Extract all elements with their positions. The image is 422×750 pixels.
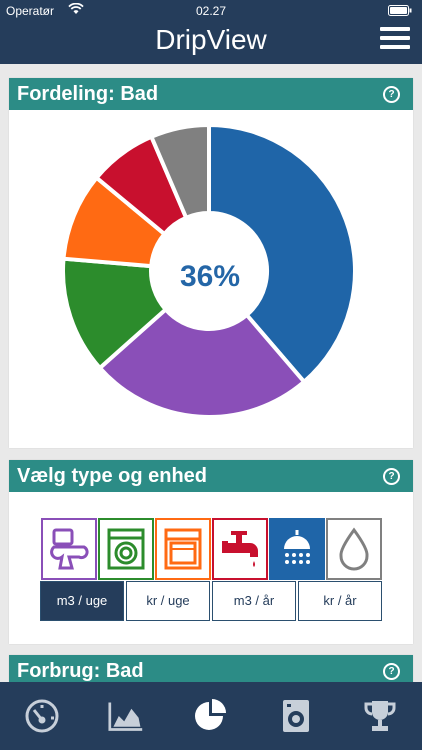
shower-icon <box>284 530 310 564</box>
type-unit-card-header: Vælg type og enhed ? <box>9 460 413 492</box>
carrier-label: Operatør <box>6 4 55 18</box>
distribution-title: Fordeling: Bad <box>17 83 159 105</box>
consumption-card-header: Forbrug: Bad ? <box>9 655 413 687</box>
help-icon[interactable]: ? <box>383 663 400 680</box>
unit-selector: m3 / uge kr / uge m3 / år kr / år <box>40 581 382 621</box>
type-dishwasher[interactable] <box>155 518 211 580</box>
unit-button-kr-week[interactable]: kr / uge <box>126 581 210 621</box>
unit-button-kr-year[interactable]: kr / år <box>298 581 382 621</box>
donut-segment[interactable] <box>148 122 211 221</box>
type-shower[interactable] <box>269 518 325 580</box>
donut-segment[interactable] <box>207 122 357 385</box>
battery-icon <box>388 5 412 16</box>
faucet-icon <box>222 531 258 567</box>
wifi-icon <box>68 3 84 14</box>
type-unit-card: Vælg type og enhed ? <box>9 460 413 644</box>
consumption-title: Forbrug: Bad <box>17 660 144 682</box>
gauge-icon <box>25 699 59 733</box>
help-icon[interactable]: ? <box>383 86 400 103</box>
clock: 02.27 <box>195 4 227 18</box>
menu-button[interactable] <box>380 27 410 55</box>
pie-chart-icon <box>195 699 226 730</box>
help-icon[interactable]: ? <box>383 468 400 485</box>
distribution-card-header: Fordeling: Bad ? <box>9 78 413 110</box>
donut-center-label: 36% <box>179 260 241 293</box>
tab-bar <box>0 682 422 750</box>
type-water[interactable] <box>326 518 382 580</box>
hamburger-icon <box>380 27 410 31</box>
water-drop-icon <box>339 527 369 571</box>
type-selector <box>41 518 382 580</box>
tab-washing-machine[interactable] <box>278 698 314 734</box>
type-unit-title: Vælg type og enhed <box>17 465 208 487</box>
unit-button-m3-week[interactable]: m3 / uge <box>40 581 124 621</box>
tab-trophy[interactable] <box>362 698 398 734</box>
dishwasher-icon <box>164 528 202 570</box>
tab-pie-chart[interactable] <box>193 698 229 734</box>
status-bar: Operatør 02.27 <box>0 0 422 22</box>
trophy-icon <box>364 701 396 731</box>
area-chart-icon <box>108 702 143 731</box>
unit-button-m3-year[interactable]: m3 / år <box>212 581 296 621</box>
donut-segment[interactable] <box>97 306 307 419</box>
type-toilet[interactable] <box>41 518 97 580</box>
app-title: DripView <box>155 24 267 55</box>
washing-machine-icon <box>283 700 309 732</box>
tab-area-chart[interactable] <box>108 698 144 734</box>
app-header: DripView <box>0 22 422 64</box>
type-faucet[interactable] <box>212 518 268 580</box>
toilet-icon <box>50 528 89 570</box>
washing-machine-icon <box>107 528 145 570</box>
tab-gauge[interactable] <box>24 698 60 734</box>
distribution-card: Fordeling: Bad ? 36% <box>9 78 413 448</box>
type-washing-machine[interactable] <box>98 518 154 580</box>
donut-chart[interactable] <box>59 121 359 421</box>
